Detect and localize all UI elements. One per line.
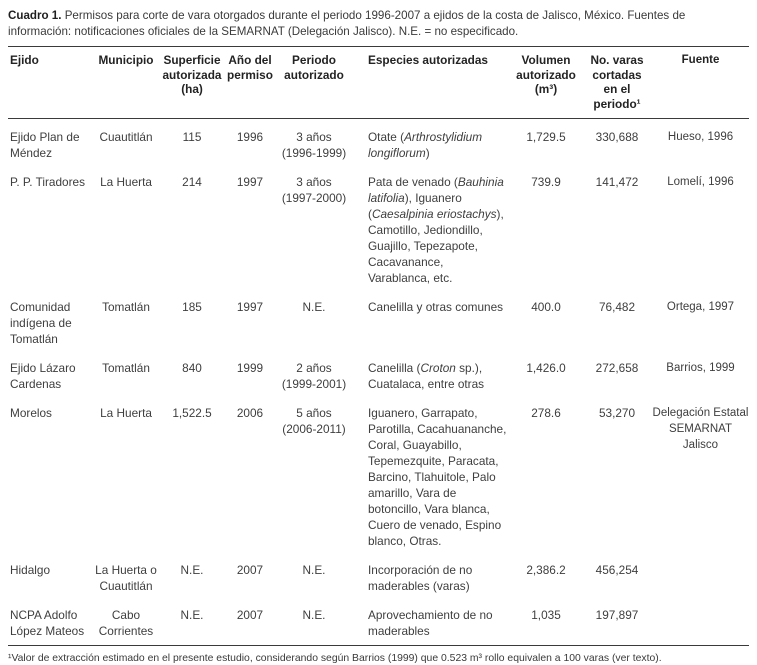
cell-varas: 141,472 xyxy=(595,175,639,189)
cell-ejido: Comunidad indígena de Tomatlán xyxy=(10,300,72,346)
cell-especies: Aprovechamiento de no maderables xyxy=(368,608,493,638)
cell-ejido: Ejido Lázaro Cardenas xyxy=(10,361,76,391)
col-header-superficie: Superficie autorizada (ha) xyxy=(160,46,224,119)
cell-municipio: Tomatlán xyxy=(102,361,150,375)
cell-municipio: La Huerta o Cuautitlán xyxy=(95,563,157,593)
cell-volumen: 2,386.2 xyxy=(526,563,566,577)
col-header-varas: No. varas cortadas en el periodo¹ xyxy=(582,46,652,119)
cell-fuente: Lomelí, 1996 xyxy=(667,176,734,188)
cell-superficie: 840 xyxy=(182,361,202,375)
cell-ejido: Hidalgo xyxy=(10,563,51,577)
cell-municipio: La Huerta xyxy=(100,406,152,420)
cell-especies: Otate (Arthrostylidium longiflorum) xyxy=(368,130,483,160)
cell-periodo: 2 años (1999-2001) xyxy=(281,361,347,391)
col-header-anio: Año del permiso xyxy=(224,46,276,119)
cell-varas: 197,897 xyxy=(595,608,639,622)
cell-fuente: Barrios, 1999 xyxy=(666,362,735,374)
cell-varas: 76,482 xyxy=(598,300,636,314)
cell-volumen: 400.0 xyxy=(531,300,561,314)
col-header-fuente: Fuente xyxy=(652,46,749,119)
cell-varas: 330,688 xyxy=(595,130,639,144)
cell-especies: Incorporación de no maderables (varas) xyxy=(368,563,473,593)
cell-fuente xyxy=(652,552,749,597)
cell-superficie: N.E. xyxy=(180,563,204,577)
cell-superficie: 1,522.5 xyxy=(172,406,212,420)
cell-ejido: Ejido Plan de Méndez xyxy=(10,130,80,160)
cell-anio: 2006 xyxy=(236,406,264,420)
cell-anio: 2007 xyxy=(236,563,264,577)
cell-superficie: N.E. xyxy=(180,608,204,622)
cell-ejido: Morelos xyxy=(10,406,52,420)
cell-superficie: 185 xyxy=(182,300,202,314)
cell-anio: 1997 xyxy=(236,175,264,189)
table-row: Comunidad indígena de Tomatlán Tomatlán … xyxy=(8,289,749,350)
permits-table: Ejido Municipio Superficie autorizada (h… xyxy=(8,46,749,646)
cell-fuente: Delegación Estatal SEMARNAT Jalisco xyxy=(652,407,749,451)
cell-ejido: P. P. Tiradores xyxy=(10,175,85,189)
cell-volumen: 278.6 xyxy=(531,406,561,420)
col-header-municipio: Municipio xyxy=(92,46,160,119)
cell-municipio: Tomatlán xyxy=(102,300,150,314)
cell-volumen: 1,729.5 xyxy=(526,130,566,144)
cell-varas: 53,270 xyxy=(598,406,636,420)
cell-superficie: 214 xyxy=(182,175,202,189)
header-row: Ejido Municipio Superficie autorizada (h… xyxy=(8,46,749,119)
cell-fuente: Hueso, 1996 xyxy=(667,131,734,143)
cell-municipio: La Huerta xyxy=(100,175,152,189)
cell-periodo: N.E. xyxy=(302,300,326,314)
cell-varas: 272,658 xyxy=(595,361,639,375)
col-header-especies: Especies autorizadas xyxy=(352,46,510,119)
table-row: Ejido Lázaro Cardenas Tomatlán 840 1999 … xyxy=(8,350,749,395)
cell-especies: Pata de venado (Bauhinia latifolia), Igu… xyxy=(368,175,504,285)
col-header-ejido: Ejido xyxy=(8,46,92,119)
col-header-periodo: Periodo autorizado xyxy=(276,46,352,119)
table-row: Hidalgo La Huerta o Cuautitlán N.E. 2007… xyxy=(8,552,749,597)
cell-anio: 2007 xyxy=(236,608,264,622)
cell-periodo: N.E. xyxy=(302,608,326,622)
cell-volumen: 1,426.0 xyxy=(526,361,566,375)
cell-superficie: 115 xyxy=(182,130,202,144)
cell-especies: Canelilla y otras comunes xyxy=(368,300,504,314)
table-row: P. P. Tiradores La Huerta 214 1997 3 año… xyxy=(8,164,749,289)
table-caption-text: Permisos para corte de vara otorgados du… xyxy=(8,9,686,38)
cell-fuente: Ortega, 1997 xyxy=(666,301,735,313)
table-caption: Cuadro 1. Permisos para corte de vara ot… xyxy=(8,8,749,39)
col-header-volumen: Volumen autorizado (m³) xyxy=(510,46,582,119)
cell-municipio: Cuautitlán xyxy=(99,130,153,144)
cell-anio: 1999 xyxy=(236,361,264,375)
cell-periodo: 3 años (1997-2000) xyxy=(281,175,347,205)
cell-periodo: 5 años (2006-2011) xyxy=(282,406,346,436)
table-caption-label: Cuadro 1. xyxy=(8,9,62,22)
cell-ejido: NCPA Adolfo López Mateos xyxy=(10,608,85,638)
cell-anio: 1996 xyxy=(236,130,264,144)
table-row: Ejido Plan de Méndez Cuautitlán 115 1996… xyxy=(8,119,749,165)
table-row: NCPA Adolfo López Mateos Cabo Corrientes… xyxy=(8,597,749,646)
cell-volumen: 1,035 xyxy=(531,608,561,622)
cell-fuente xyxy=(652,597,749,646)
cell-periodo: N.E. xyxy=(302,563,326,577)
table-row: Morelos La Huerta 1,522.5 2006 5 años (2… xyxy=(8,395,749,552)
cell-varas: 456,254 xyxy=(595,563,639,577)
cell-anio: 1997 xyxy=(236,300,264,314)
table-footnote: ¹Valor de extracción estimado en el pres… xyxy=(8,653,662,664)
cell-volumen: 739.9 xyxy=(531,175,561,189)
cell-municipio: Cabo Corrientes xyxy=(98,608,154,638)
cell-especies: Iguanero, Garrapato, Parotilla, Cacahuan… xyxy=(368,406,507,548)
cell-periodo: 3 años (1996-1999) xyxy=(281,130,347,160)
cell-especies: Canelilla (Croton sp.), Cuatalaca, entre… xyxy=(368,361,485,391)
